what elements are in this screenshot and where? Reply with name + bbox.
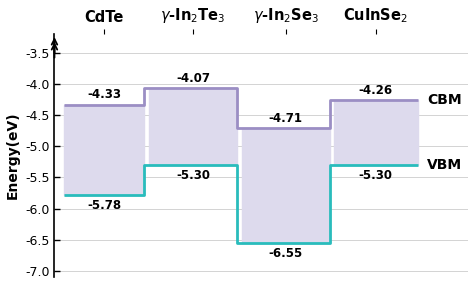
Text: -4.26: -4.26: [359, 84, 393, 97]
Text: -5.78: -5.78: [87, 199, 121, 212]
Text: -4.07: -4.07: [176, 72, 210, 85]
Text: -5.30: -5.30: [359, 169, 393, 182]
Text: VBM: VBM: [427, 158, 462, 172]
Y-axis label: Energy(eV): Energy(eV): [6, 112, 19, 200]
Text: -6.55: -6.55: [268, 247, 303, 260]
Text: -4.71: -4.71: [269, 111, 302, 125]
Text: -4.33: -4.33: [87, 88, 121, 101]
Text: -5.30: -5.30: [176, 169, 210, 182]
Text: CBM: CBM: [427, 93, 461, 107]
